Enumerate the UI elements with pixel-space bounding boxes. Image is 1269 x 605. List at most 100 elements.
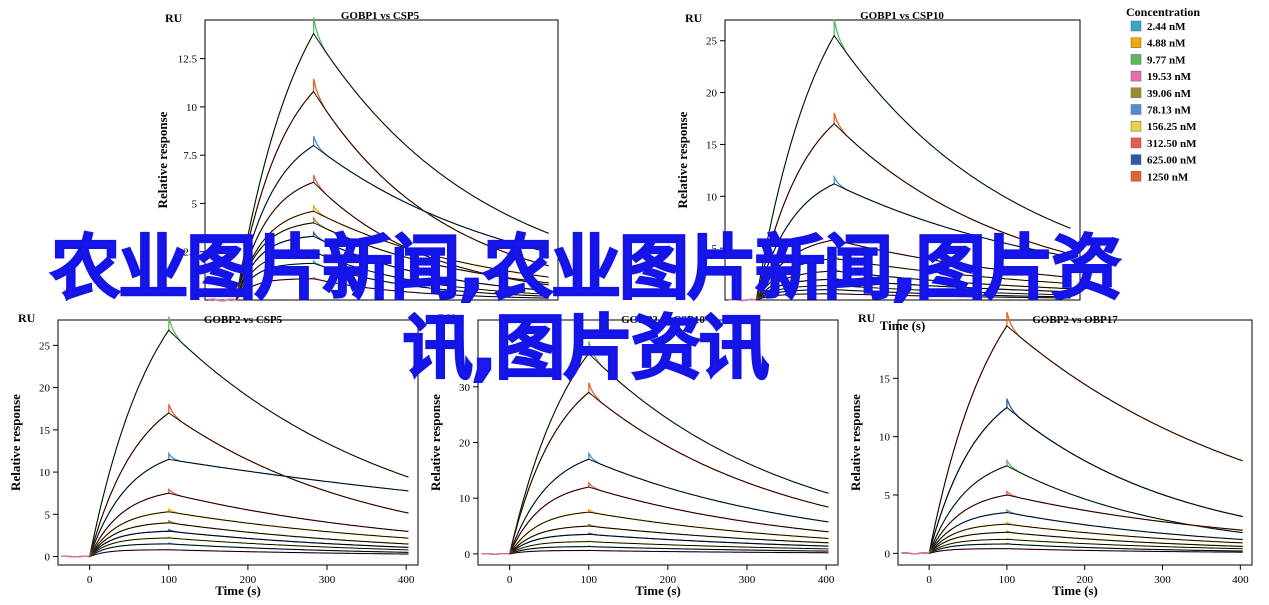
x-tick-label: 100	[161, 574, 178, 586]
y-tick-label: 12.5	[178, 54, 198, 66]
concentration-legend: Concentration 2.44 nM 4.88 nM 9.77 nM 19.53…	[1126, 5, 1200, 183]
fit-curve	[235, 144, 549, 301]
panel-title: GOBP2 vs OBP17	[1032, 314, 1118, 326]
x-tick-label: 400	[1232, 574, 1249, 586]
fit-curve	[235, 90, 549, 301]
y-tick-label: 20	[706, 88, 718, 100]
fit-curve	[755, 183, 1071, 301]
y-tick-label: 10	[879, 432, 891, 444]
plot-frame	[477, 319, 839, 566]
fit-curve	[755, 285, 1071, 301]
fit-curve	[235, 278, 549, 301]
legend-swatch	[1130, 54, 1142, 65]
y-axis-label: Relative response	[155, 111, 170, 208]
fit-curve	[89, 537, 409, 557]
y-axis-label: Relative response	[848, 394, 863, 491]
legend-swatch	[1130, 87, 1142, 99]
y-tick-label: 15	[706, 139, 718, 151]
x-axis-label: Time (s)	[635, 583, 681, 598]
legend-entry-label: 2.44 nM	[1147, 21, 1186, 33]
fit-curve	[755, 34, 1071, 301]
fit-curve	[755, 278, 1071, 301]
fit-curve	[928, 523, 1243, 554]
plot-frame	[724, 19, 1081, 301]
fit-curve	[509, 486, 829, 555]
x-tick-label: 300	[1154, 574, 1171, 586]
fit-curve	[509, 533, 829, 555]
x-tick-label: 200	[660, 574, 677, 586]
fit-curve	[755, 239, 1071, 301]
fit-curve	[89, 412, 409, 557]
fit-curve	[509, 550, 829, 555]
fit-curve	[928, 406, 1243, 554]
plot-frame	[897, 319, 1253, 566]
y-tick-label: 20	[39, 383, 51, 395]
fit-curve	[89, 522, 409, 557]
x-tick-label: 0	[926, 574, 932, 586]
y-tick-label: 5	[192, 198, 198, 210]
panel-title: GOBP2 vs CSP5	[204, 314, 283, 326]
ru-unit-label: RU	[165, 11, 183, 25]
y-tick-label: 0	[465, 549, 471, 561]
y-tick-label: 10	[706, 191, 718, 203]
sensorgram-curve	[901, 398, 1243, 555]
fit-curve	[509, 458, 829, 555]
legend-swatch	[1130, 154, 1142, 165]
legend-swatch	[1130, 137, 1142, 149]
fit-curve	[928, 494, 1243, 554]
legend-swatch	[1130, 20, 1142, 32]
fit-curve	[755, 123, 1071, 301]
plot-frame	[57, 319, 419, 566]
x-axis-label: Time (s)	[880, 318, 926, 333]
legend-swatch	[1130, 37, 1142, 48]
ru-unit-label: RU	[858, 311, 876, 325]
fit-curve	[928, 548, 1243, 554]
fit-curve	[89, 458, 409, 557]
x-tick-label: 100	[581, 574, 598, 586]
fit-curve	[89, 549, 409, 558]
ru-unit-label: RU	[438, 311, 456, 325]
fit-curve	[235, 210, 549, 301]
y-axis-label: Relative response	[428, 394, 443, 491]
fit-curve	[89, 511, 409, 557]
panel-title: GOBP2 vs CSP10	[621, 314, 705, 326]
sensorgram-curve	[481, 481, 829, 555]
y-tick-label: 7.5	[183, 150, 197, 162]
legend-entry-label: 312.50 nM	[1147, 138, 1197, 150]
x-tick-label: 100	[999, 574, 1016, 586]
fit-curve	[509, 511, 829, 555]
fit-curve	[509, 525, 829, 555]
sensorgram-curve	[208, 17, 549, 302]
fit-curve	[928, 531, 1243, 554]
fit-curve	[755, 258, 1071, 301]
fit-curve	[509, 352, 829, 555]
y-tick-label: 25	[706, 36, 718, 48]
y-tick-label: 25	[39, 340, 51, 352]
y-tick-label: 10	[186, 102, 198, 114]
fit-curve	[928, 325, 1243, 554]
y-tick-label: 5	[45, 509, 51, 521]
legend-entry-label: 9.77 nM	[1147, 54, 1186, 66]
fit-curve	[509, 546, 829, 555]
y-axis-label: Relative response	[8, 394, 23, 491]
fit-curve	[89, 329, 409, 557]
x-tick-label: 0	[87, 574, 93, 586]
y-tick-label: 0	[45, 552, 51, 564]
fit-curve	[235, 235, 549, 301]
x-axis-label: Time (s)	[1052, 583, 1098, 598]
fit-curve	[235, 262, 549, 301]
sensorgram-curve	[208, 203, 549, 302]
sensorgram-curve	[901, 312, 1243, 555]
sensorgram-curve	[208, 78, 549, 302]
y-tick-label: 10	[459, 493, 471, 505]
legend-swatch	[1130, 171, 1142, 182]
x-tick-label: 0	[507, 574, 513, 586]
y-tick-label: 10	[39, 467, 51, 479]
fit-curve	[89, 492, 409, 557]
x-tick-label: 400	[818, 574, 835, 586]
legend-entry-label: 1250 nM	[1147, 171, 1189, 183]
legend-swatch	[1130, 120, 1142, 132]
legend-entry-label: 19.53 nM	[1147, 71, 1192, 83]
plot-frame	[204, 19, 559, 301]
